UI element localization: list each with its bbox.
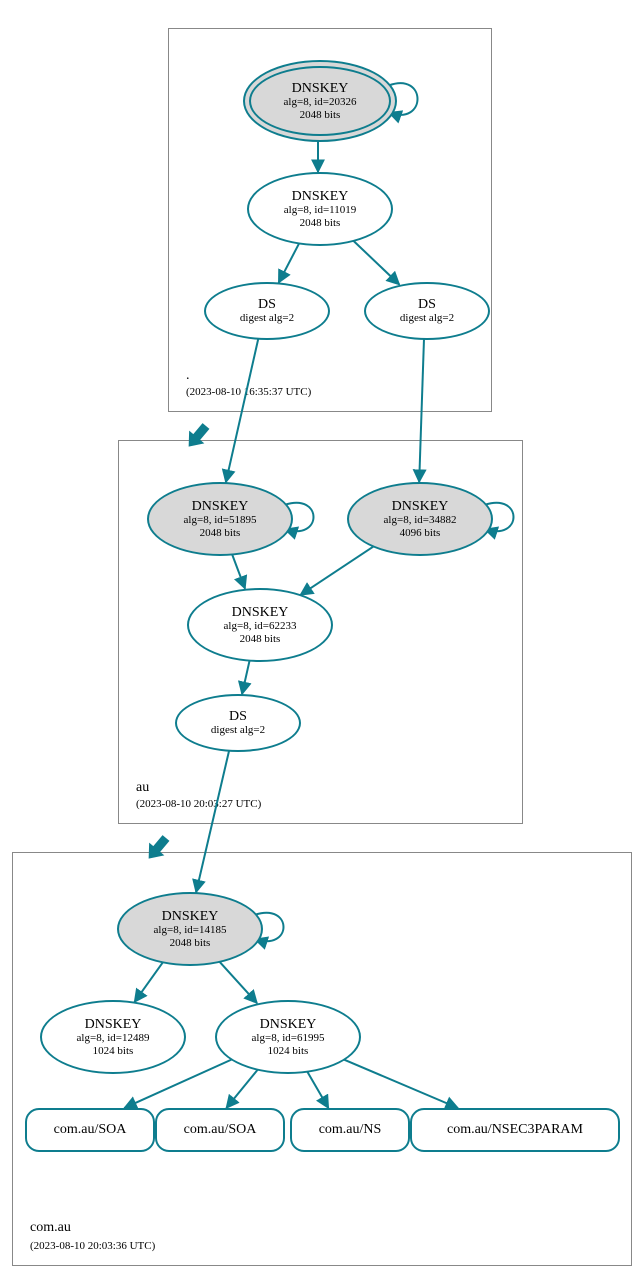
node-sub1: digest alg=2 [400, 312, 454, 325]
node-title: DNSKEY [192, 499, 249, 514]
zone-root-label: . [186, 368, 190, 384]
node-rr_nsec3: com.au/NSEC3PARAM [410, 1108, 620, 1152]
zone-comau-label: com.au [30, 1220, 71, 1236]
node-title: DNSKEY [292, 189, 349, 204]
node-rr_soa2: com.au/SOA [155, 1108, 285, 1152]
node-com_ksk: DNSKEYalg=8, id=141852048 bits [117, 892, 263, 966]
zone-au-timestamp: (2023-08-10 20:03:27 UTC) [136, 798, 261, 810]
node-sub2: 2048 bits [300, 217, 341, 230]
node-rr_ns: com.au/NS [290, 1108, 410, 1152]
node-com_zsk1: DNSKEYalg=8, id=124891024 bits [40, 1000, 186, 1074]
node-sub1: alg=8, id=34882 [384, 514, 457, 527]
node-title: DNSKEY [292, 81, 349, 96]
node-root_ksk: DNSKEYalg=8, id=203262048 bits [243, 60, 397, 142]
node-sub1: alg=8, id=14185 [154, 924, 227, 937]
node-sub2: 1024 bits [268, 1045, 309, 1058]
node-sub1: digest alg=2 [211, 724, 265, 737]
node-sub1: alg=8, id=61995 [252, 1032, 325, 1045]
node-root_zsk: DNSKEYalg=8, id=110192048 bits [247, 172, 393, 246]
node-sub1: digest alg=2 [240, 312, 294, 325]
node-au_ksk2: DNSKEYalg=8, id=348824096 bits [347, 482, 493, 556]
node-root_ds1: DSdigest alg=2 [204, 282, 330, 340]
node-au_zsk: DNSKEYalg=8, id=622332048 bits [187, 588, 333, 662]
node-sub2: 4096 bits [400, 527, 441, 540]
node-title: DNSKEY [392, 499, 449, 514]
node-title: DS [418, 297, 436, 312]
zone-comau-timestamp: (2023-08-10 20:03:36 UTC) [30, 1240, 155, 1252]
node-title: DNSKEY [85, 1017, 142, 1032]
node-com_zsk2: DNSKEYalg=8, id=619951024 bits [215, 1000, 361, 1074]
node-sub2: 2048 bits [170, 937, 211, 950]
node-sub1: alg=8, id=12489 [77, 1032, 150, 1045]
node-title: DNSKEY [162, 909, 219, 924]
node-root_ds2: DSdigest alg=2 [364, 282, 490, 340]
node-sub2: 2048 bits [300, 109, 341, 122]
node-title: DNSKEY [232, 605, 289, 620]
node-sub1: alg=8, id=51895 [184, 514, 257, 527]
node-sub2: 1024 bits [93, 1045, 134, 1058]
node-sub2: 2048 bits [200, 527, 241, 540]
zone-root-timestamp: (2023-08-10 16:35:37 UTC) [186, 386, 311, 398]
node-sub1: alg=8, id=11019 [284, 204, 357, 217]
node-au_ds: DSdigest alg=2 [175, 694, 301, 752]
node-au_ksk1: DNSKEYalg=8, id=518952048 bits [147, 482, 293, 556]
node-rr_soa1: com.au/SOA [25, 1108, 155, 1152]
node-sub2: 2048 bits [240, 633, 281, 646]
node-title: DS [229, 709, 247, 724]
node-title: DNSKEY [260, 1017, 317, 1032]
node-title: DS [258, 297, 276, 312]
zone-au-label: au [136, 780, 149, 796]
node-sub1: alg=8, id=62233 [224, 620, 297, 633]
node-sub1: alg=8, id=20326 [284, 96, 357, 109]
